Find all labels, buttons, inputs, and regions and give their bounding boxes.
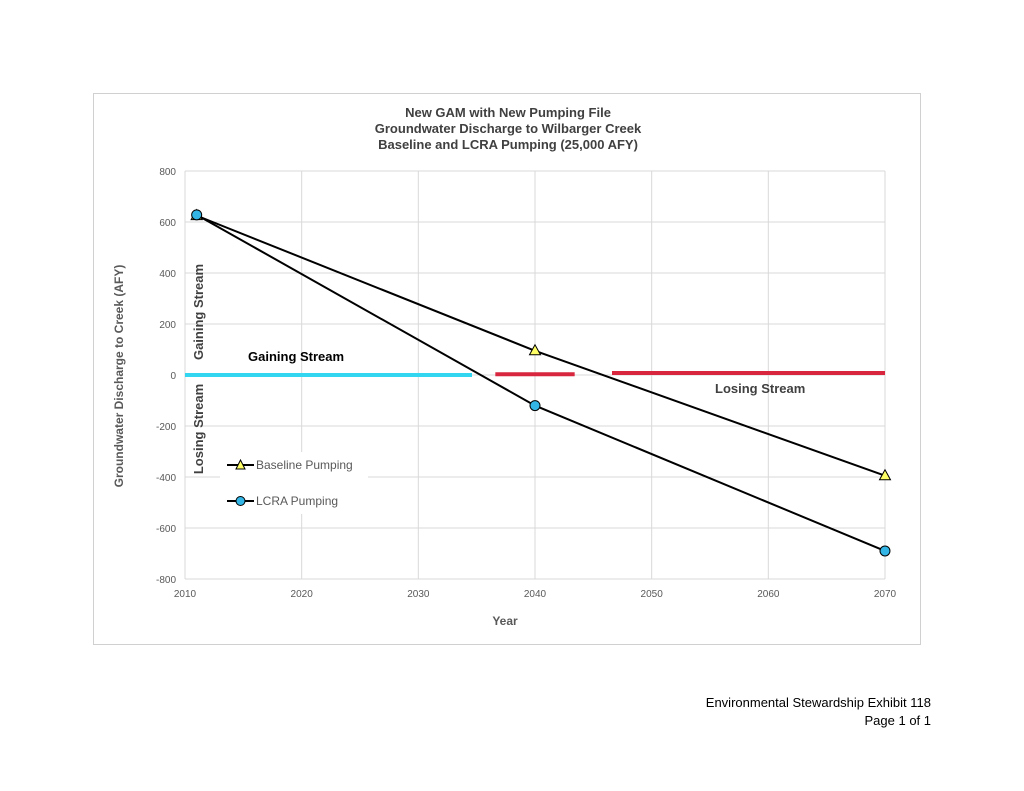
chart-title: New GAM with New Pumping File Groundwate… bbox=[375, 105, 642, 152]
x-tick-label: 2030 bbox=[407, 589, 430, 600]
y-tick-label: 0 bbox=[170, 371, 176, 382]
legend-marker-lcra bbox=[235, 496, 246, 506]
chart-svg: New GAM with New Pumping File Groundwate… bbox=[112, 105, 897, 628]
chart-frame: New GAM with New Pumping File Groundwate… bbox=[93, 93, 921, 645]
x-axis-label: Year bbox=[492, 614, 518, 628]
y-tick-labels: 800 600 400 200 0 -200 -400 -600 -800 bbox=[156, 167, 176, 586]
losing-stream-vertical-label: Losing Stream bbox=[191, 384, 206, 474]
x-tick-label: 2050 bbox=[641, 589, 664, 600]
data-point-baseline bbox=[878, 468, 892, 481]
stream-segments bbox=[185, 370, 885, 377]
chart-title-line-3: Baseline and LCRA Pumping (25,000 AFY) bbox=[378, 137, 638, 152]
legend-label-baseline: Baseline Pumping bbox=[256, 458, 353, 472]
y-tick-label: -400 bbox=[156, 473, 176, 484]
y-tick-label: -200 bbox=[156, 422, 176, 433]
x-tick-label: 2020 bbox=[291, 589, 314, 600]
gaining-stream-vertical-label: Gaining Stream bbox=[191, 264, 206, 360]
footer-exhibit: Environmental Stewardship Exhibit 118 bbox=[705, 695, 931, 710]
chart-title-line-2: Groundwater Discharge to Wilbarger Creek bbox=[375, 121, 642, 136]
y-tick-label: 400 bbox=[159, 269, 176, 280]
losing-stream-label: Losing Stream bbox=[715, 381, 805, 396]
legend-label-lcra: LCRA Pumping bbox=[256, 494, 338, 508]
x-tick-labels: 2010 2020 2030 2040 2050 2060 2070 bbox=[174, 589, 897, 600]
legend-marker-baseline bbox=[235, 458, 246, 470]
data-point-baseline bbox=[528, 343, 542, 356]
legend: Baseline Pumping LCRA Pumping bbox=[220, 452, 368, 514]
series-markers bbox=[190, 208, 892, 557]
data-point-lcra bbox=[191, 209, 203, 221]
gaining-stream-label: Gaining Stream bbox=[248, 349, 344, 364]
data-point-lcra bbox=[879, 545, 891, 557]
series-line-0 bbox=[196, 214, 886, 477]
y-tick-label: -800 bbox=[156, 575, 176, 586]
y-tick-label: 600 bbox=[159, 218, 176, 229]
y-axis-label: Groundwater Discharge to Creek (AFY) bbox=[112, 265, 126, 488]
x-tick-label: 2010 bbox=[174, 589, 197, 600]
x-tick-label: 2070 bbox=[874, 589, 897, 600]
footer-page-number: Page 1 of 1 bbox=[864, 713, 932, 728]
y-tick-label: -600 bbox=[156, 524, 176, 535]
chart-title-line-1: New GAM with New Pumping File bbox=[405, 105, 611, 120]
data-point-lcra bbox=[529, 400, 541, 412]
y-tick-label: 200 bbox=[159, 320, 176, 331]
x-tick-label: 2040 bbox=[524, 589, 547, 600]
y-tick-label: 800 bbox=[159, 167, 176, 178]
x-tick-label: 2060 bbox=[757, 589, 780, 600]
